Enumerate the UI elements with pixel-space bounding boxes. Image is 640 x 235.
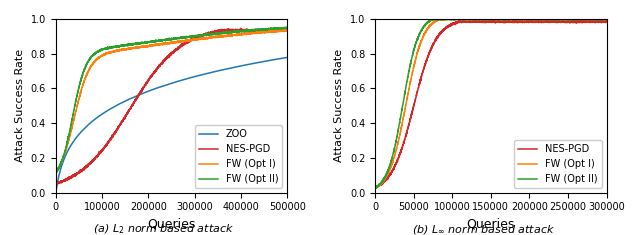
NES-PGD bbox=[237, 27, 244, 30]
ZOO bbox=[254, 61, 262, 64]
X-axis label: Queries: Queries bbox=[467, 218, 515, 231]
FW (Opt II) bbox=[254, 29, 262, 31]
FW (Opt II) bbox=[141, 41, 148, 44]
Text: (a) $L_2$ norm based attack: (a) $L_2$ norm based attack bbox=[93, 223, 234, 235]
FW (Opt I) bbox=[150, 43, 158, 46]
FW (Opt I) bbox=[470, 18, 478, 21]
FW (Opt II) bbox=[470, 18, 478, 20]
Text: (b) $L_\infty$ norm based attack: (b) $L_\infty$ norm based attack bbox=[412, 223, 555, 235]
FW (Opt I) bbox=[78, 86, 86, 89]
FW (Opt I) bbox=[573, 18, 581, 20]
NES-PGD bbox=[398, 148, 406, 150]
FW (Opt I) bbox=[254, 31, 262, 34]
FW (Opt I) bbox=[52, 171, 60, 174]
FW (Opt I) bbox=[141, 45, 148, 47]
FW (Opt II) bbox=[412, 44, 419, 47]
Line: FW (Opt I): FW (Opt I) bbox=[56, 30, 287, 173]
FW (Opt I) bbox=[398, 125, 406, 128]
Line: ZOO: ZOO bbox=[56, 57, 287, 193]
FW (Opt II) bbox=[603, 18, 611, 20]
FW (Opt II) bbox=[371, 187, 379, 190]
Line: FW (Opt II): FW (Opt II) bbox=[375, 19, 607, 188]
FW (Opt II) bbox=[92, 51, 100, 54]
FW (Opt II) bbox=[573, 18, 581, 20]
Legend: NES-PGD, FW (Opt I), FW (Opt II): NES-PGD, FW (Opt I), FW (Opt II) bbox=[514, 140, 602, 188]
NES-PGD bbox=[254, 29, 262, 31]
ZOO bbox=[78, 129, 86, 132]
NES-PGD bbox=[141, 85, 148, 88]
FW (Opt II) bbox=[284, 26, 291, 28]
FW (Opt I) bbox=[598, 18, 606, 20]
FW (Opt I) bbox=[371, 187, 379, 190]
FW (Opt I) bbox=[284, 29, 291, 32]
ZOO bbox=[92, 117, 100, 120]
FW (Opt I) bbox=[435, 18, 442, 20]
FW (Opt II) bbox=[150, 40, 158, 43]
ZOO bbox=[52, 191, 60, 194]
ZOO bbox=[284, 56, 291, 59]
Line: NES-PGD: NES-PGD bbox=[375, 20, 607, 188]
FW (Opt II) bbox=[598, 18, 606, 20]
NES-PGD bbox=[52, 184, 60, 186]
FW (Opt II) bbox=[428, 18, 435, 20]
NES-PGD bbox=[598, 20, 606, 23]
Line: NES-PGD: NES-PGD bbox=[56, 28, 287, 185]
FW (Opt I) bbox=[371, 186, 379, 189]
ZOO bbox=[141, 91, 148, 94]
Y-axis label: Attack Success Rate: Attack Success Rate bbox=[335, 49, 344, 162]
NES-PGD bbox=[92, 156, 100, 159]
NES-PGD bbox=[78, 168, 86, 171]
FW (Opt I) bbox=[279, 29, 287, 32]
FW (Opt I) bbox=[603, 18, 611, 20]
FW (Opt I) bbox=[460, 18, 468, 21]
FW (Opt II) bbox=[279, 26, 287, 29]
FW (Opt II) bbox=[284, 27, 291, 29]
FW (Opt II) bbox=[398, 110, 406, 113]
FW (Opt I) bbox=[412, 59, 419, 62]
NES-PGD bbox=[603, 19, 611, 22]
NES-PGD bbox=[412, 98, 419, 101]
FW (Opt II) bbox=[460, 18, 468, 20]
Line: FW (Opt I): FW (Opt I) bbox=[375, 19, 607, 189]
ZOO bbox=[150, 87, 158, 90]
ZOO bbox=[279, 57, 287, 60]
X-axis label: Queries: Queries bbox=[147, 218, 196, 231]
Legend: ZOO, NES-PGD, FW (Opt I), FW (Opt II): ZOO, NES-PGD, FW (Opt I), FW (Opt II) bbox=[195, 125, 282, 188]
NES-PGD bbox=[573, 20, 581, 22]
FW (Opt II) bbox=[371, 186, 379, 189]
NES-PGD bbox=[371, 185, 379, 188]
FW (Opt I) bbox=[92, 59, 100, 62]
Line: FW (Opt II): FW (Opt II) bbox=[56, 27, 287, 173]
NES-PGD bbox=[540, 18, 548, 21]
NES-PGD bbox=[460, 20, 468, 23]
NES-PGD bbox=[284, 30, 291, 32]
FW (Opt I) bbox=[280, 28, 288, 31]
NES-PGD bbox=[371, 187, 379, 190]
NES-PGD bbox=[150, 70, 158, 73]
FW (Opt II) bbox=[52, 171, 60, 174]
NES-PGD bbox=[279, 29, 287, 31]
NES-PGD bbox=[52, 182, 60, 184]
FW (Opt II) bbox=[78, 74, 86, 77]
FW (Opt II) bbox=[52, 172, 60, 175]
NES-PGD bbox=[470, 21, 478, 24]
FW (Opt I) bbox=[52, 171, 60, 174]
Y-axis label: Attack Success Rate: Attack Success Rate bbox=[15, 49, 25, 162]
